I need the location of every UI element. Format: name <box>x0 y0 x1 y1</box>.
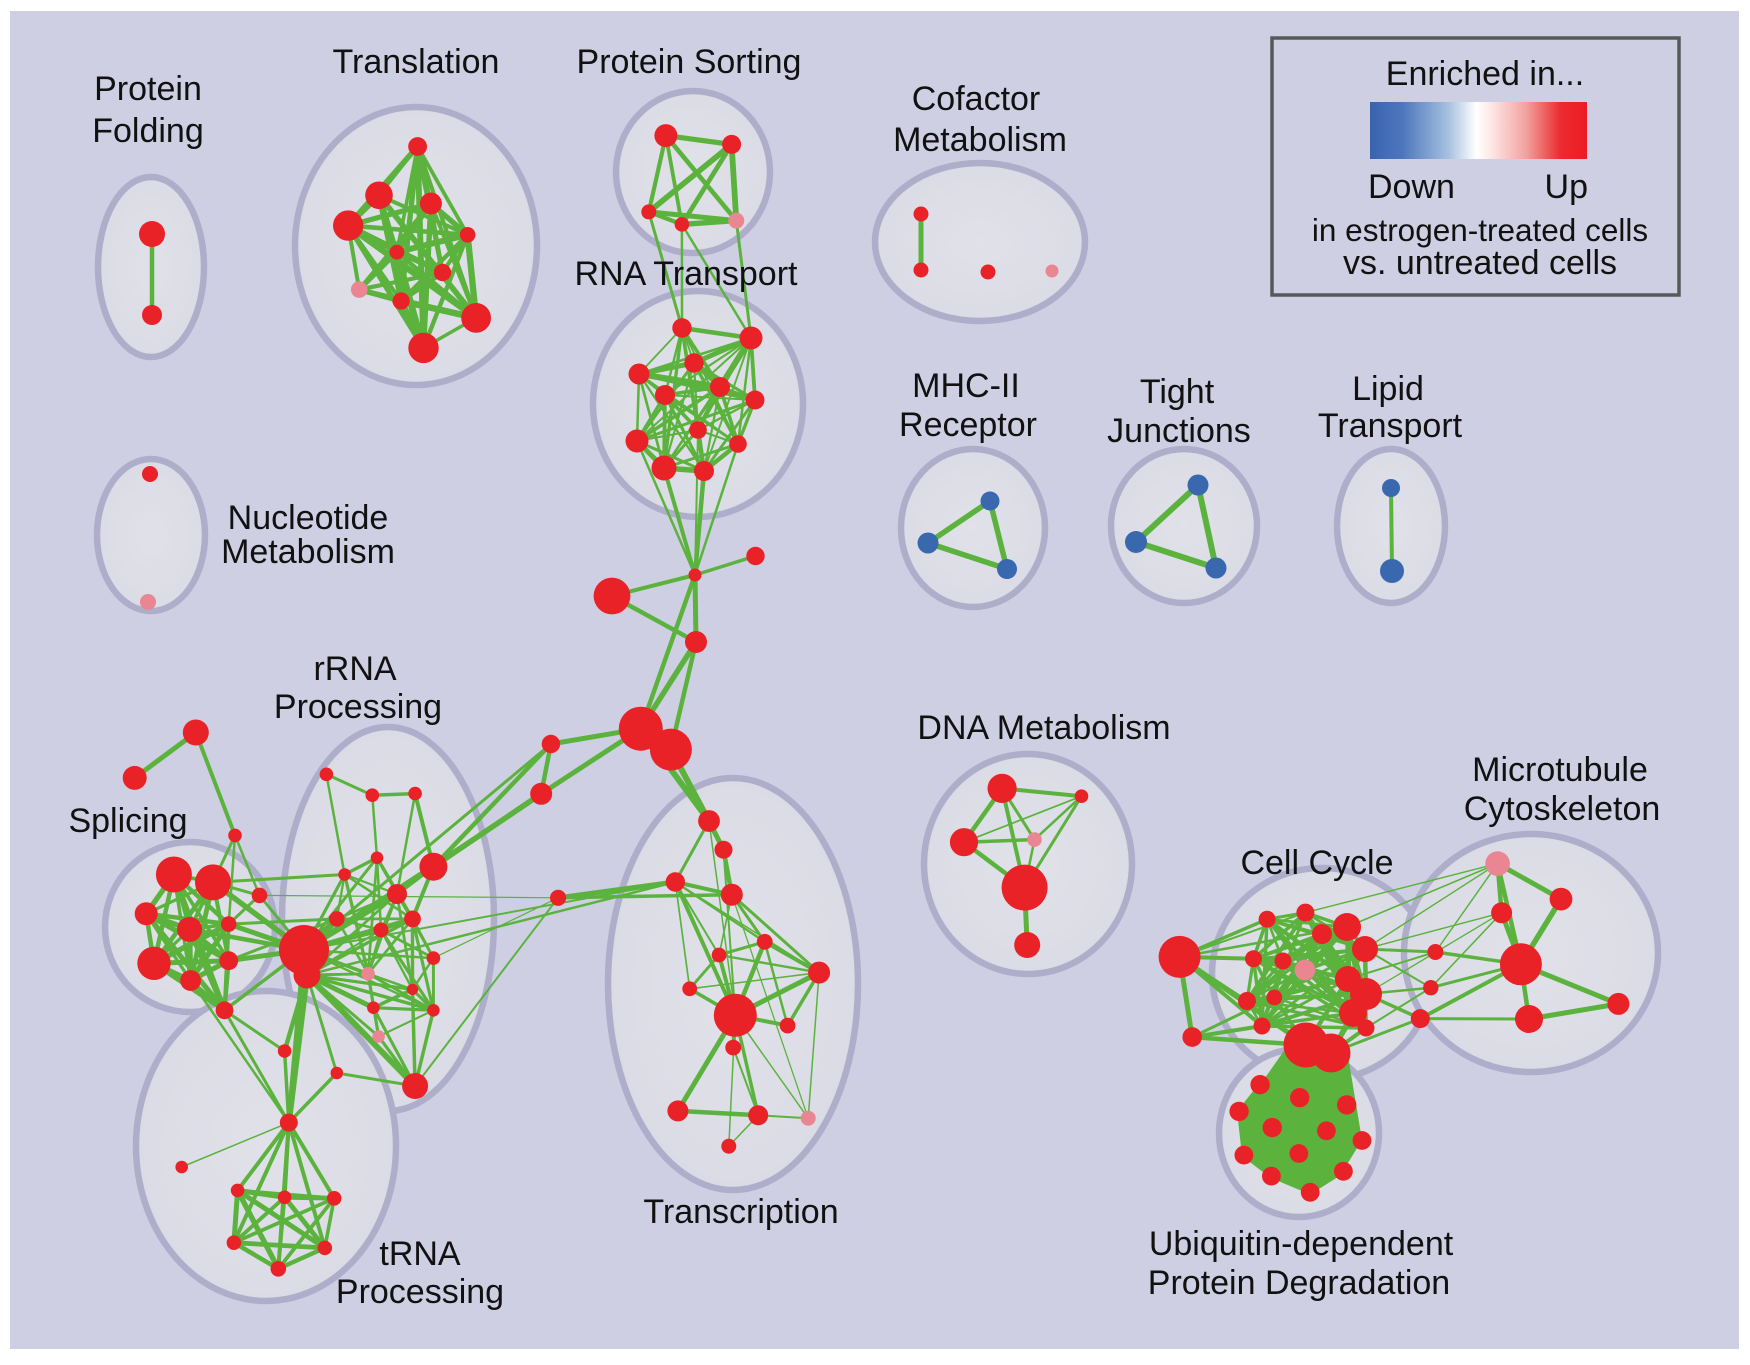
svg-text:DNA Metabolism: DNA Metabolism <box>917 709 1170 747</box>
svg-text:Splicing: Splicing <box>68 802 187 840</box>
svg-text:Transcription: Transcription <box>643 1193 838 1231</box>
svg-text:Protein Degradation: Protein Degradation <box>1148 1264 1450 1302</box>
svg-text:Microtubule: Microtubule <box>1472 751 1648 789</box>
svg-text:Receptor: Receptor <box>899 406 1037 444</box>
svg-text:Metabolism: Metabolism <box>893 121 1067 159</box>
svg-text:tRNA: tRNA <box>379 1235 461 1273</box>
svg-text:Tight: Tight <box>1140 373 1215 411</box>
svg-text:Cofactor: Cofactor <box>912 80 1041 118</box>
svg-text:Processing: Processing <box>274 688 442 726</box>
svg-text:Nucleotide: Nucleotide <box>228 499 389 537</box>
svg-text:Junctions: Junctions <box>1107 412 1251 450</box>
svg-text:Folding: Folding <box>92 112 204 150</box>
svg-text:Ubiquitin-dependent: Ubiquitin-dependent <box>1149 1225 1454 1263</box>
svg-text:Up: Up <box>1545 168 1588 206</box>
svg-text:Cell Cycle: Cell Cycle <box>1240 844 1393 882</box>
svg-text:Transport: Transport <box>1318 407 1463 445</box>
svg-text:vs. untreated cells: vs. untreated cells <box>1343 244 1617 282</box>
svg-text:Down: Down <box>1368 168 1455 206</box>
svg-text:in estrogen-treated cells: in estrogen-treated cells <box>1312 212 1648 248</box>
svg-text:Translation: Translation <box>333 43 500 81</box>
svg-text:RNA Transport: RNA Transport <box>575 255 799 293</box>
svg-text:MHC-II: MHC-II <box>912 367 1020 405</box>
svg-text:Metabolism: Metabolism <box>221 533 395 571</box>
svg-text:Enriched in...: Enriched in... <box>1386 55 1584 93</box>
svg-text:Cytoskeleton: Cytoskeleton <box>1464 790 1661 828</box>
svg-text:rRNA: rRNA <box>313 650 396 688</box>
svg-text:Protein Sorting: Protein Sorting <box>577 43 802 81</box>
svg-text:Processing: Processing <box>336 1273 504 1311</box>
svg-text:Protein: Protein <box>94 70 202 108</box>
svg-text:Lipid: Lipid <box>1352 370 1424 408</box>
